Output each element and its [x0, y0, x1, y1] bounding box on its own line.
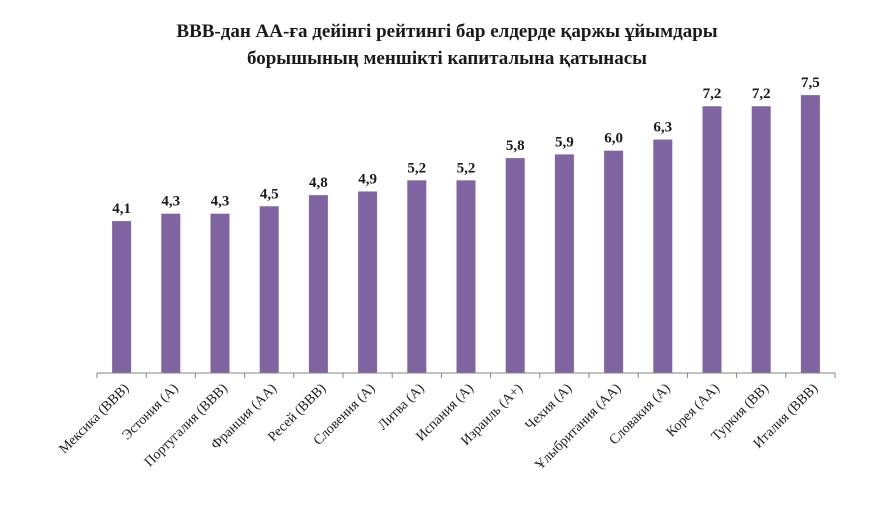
- bar: [751, 106, 771, 373]
- bar-value-label: 7,2: [752, 86, 771, 102]
- bar: [358, 191, 378, 373]
- bar-value-label: 7,5: [801, 75, 820, 91]
- bar-value-label: 5,9: [555, 134, 574, 150]
- bars-group: [112, 95, 820, 373]
- bar-value-label: 5,8: [506, 138, 525, 154]
- bar: [800, 95, 820, 373]
- bar-value-label: 6,3: [653, 120, 672, 136]
- bar: [308, 195, 328, 373]
- x-tick-label: Чехия (А): [523, 381, 576, 434]
- x-ticks-group: [96, 373, 836, 378]
- x-tick-label: Литва (А): [376, 381, 428, 433]
- bar: [112, 221, 132, 373]
- bar: [210, 213, 230, 373]
- x-tick-label: Мексика (ВВВ): [57, 381, 133, 457]
- bar-value-label: 4,8: [309, 175, 328, 191]
- bar: [161, 213, 181, 373]
- bar: [702, 106, 722, 373]
- bar-value-label: 4,9: [358, 171, 377, 187]
- bar-value-label: 4,3: [161, 194, 180, 210]
- chart-title: BBB-дан АА-ға дейінгі рейтингі бар елдер…: [0, 18, 894, 72]
- chart-title-line-1: BBB-дан АА-ға дейінгі рейтингі бар елдер…: [176, 21, 718, 42]
- bar-value-label: 4,5: [260, 186, 279, 202]
- x-tick-label: Ұлыбритания (АА): [532, 381, 624, 473]
- bar-value-label: 7,2: [703, 86, 722, 102]
- bar: [259, 206, 279, 373]
- chart-title-line-2: борышының меншікті капиталына қатынасы: [246, 48, 648, 69]
- x-tick-labels-group: Мексика (ВВВ)Эстония (А)Португалия (ВВВ)…: [57, 381, 822, 473]
- bar-value-label: 5,2: [457, 160, 476, 176]
- x-tick-label: Португалия (ВВВ): [142, 381, 231, 470]
- bar: [554, 154, 574, 373]
- bar: [407, 180, 427, 373]
- bar: [653, 139, 673, 373]
- bar-value-label: 5,2: [407, 160, 426, 176]
- bar: [505, 158, 525, 373]
- bar-value-label: 6,0: [604, 131, 623, 147]
- value-labels-group: 4,1 4,3 4,3 4,5 4,8 4,9 5,2 5,2 5,8 5,9 6,0 6,3 7,2 7…: [112, 75, 820, 217]
- bar-value-label: 4,1: [112, 201, 131, 217]
- bar: [604, 150, 624, 373]
- bar: [456, 180, 476, 373]
- bar-value-label: 4,3: [211, 194, 230, 210]
